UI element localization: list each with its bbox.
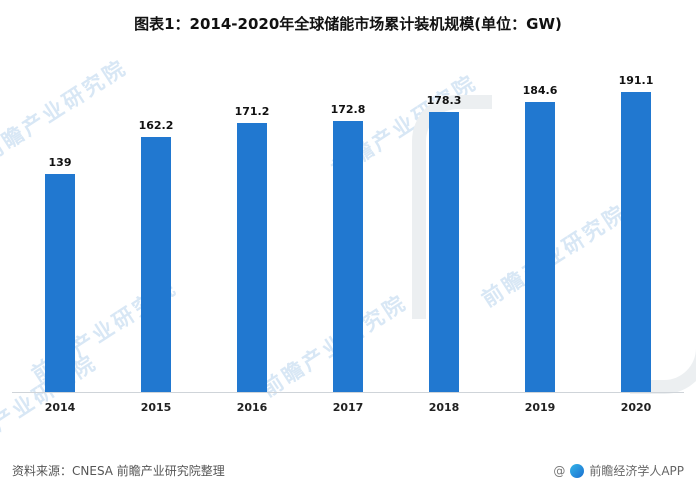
x-axis: 2014 2015 2016 2017 2018 2019 2020 — [12, 393, 684, 414]
chart-column: 139 — [12, 156, 108, 392]
chart-column: 162.2 — [108, 119, 204, 392]
x-axis-label: 2019 — [524, 401, 556, 414]
app-logo-icon — [570, 463, 585, 478]
chart-column: 171.2 — [204, 105, 300, 392]
bar-value-label: 139 — [48, 155, 72, 169]
chart-column: 178.3 — [396, 94, 492, 392]
x-axis-label: 2017 — [332, 401, 364, 414]
bar — [429, 112, 459, 392]
x-axis-label: 2020 — [620, 401, 652, 414]
chart-column: 184.6 — [492, 84, 588, 392]
at-symbol: @ — [553, 463, 566, 478]
chart-title: 图表1：2014-2020年全球储能市场累计装机规模(单位：GW) — [134, 15, 562, 33]
app-credit: @ 前瞻经济学人APP — [553, 462, 684, 479]
bar — [237, 123, 267, 392]
source-text: 资料来源：CNESA 前瞻产业研究院整理 — [12, 464, 225, 478]
bar-value-label: 172.8 — [330, 102, 366, 116]
chart-column: 172.8 — [300, 103, 396, 392]
bar-value-label: 178.3 — [426, 94, 462, 108]
x-axis-label: 2014 — [44, 401, 76, 414]
x-axis-label: 2015 — [140, 401, 172, 414]
bar — [45, 173, 75, 392]
bar-value-label: 184.6 — [522, 84, 558, 98]
bar — [525, 102, 555, 392]
bar-chart: 139 162.2 171.2 172.8 178.3 184.6 191.1 2014 20… — [12, 60, 684, 414]
chart-column: 191.1 — [588, 74, 684, 392]
bar-value-label: 171.2 — [234, 105, 270, 119]
bar — [333, 120, 363, 392]
chart-footer: 资料来源：CNESA 前瞻产业研究院整理 @ 前瞻经济学人APP — [12, 462, 684, 479]
bar — [621, 92, 651, 392]
x-axis-label: 2018 — [428, 401, 460, 414]
plot-area: 139 162.2 171.2 172.8 178.3 184.6 191.1 — [12, 60, 684, 393]
x-axis-label: 2016 — [236, 401, 268, 414]
bar — [141, 137, 171, 392]
bar-value-label: 162.2 — [138, 119, 174, 133]
bar-value-label: 191.1 — [618, 74, 654, 87]
app-credit-label: 前瞻经济学人APP — [589, 464, 684, 478]
